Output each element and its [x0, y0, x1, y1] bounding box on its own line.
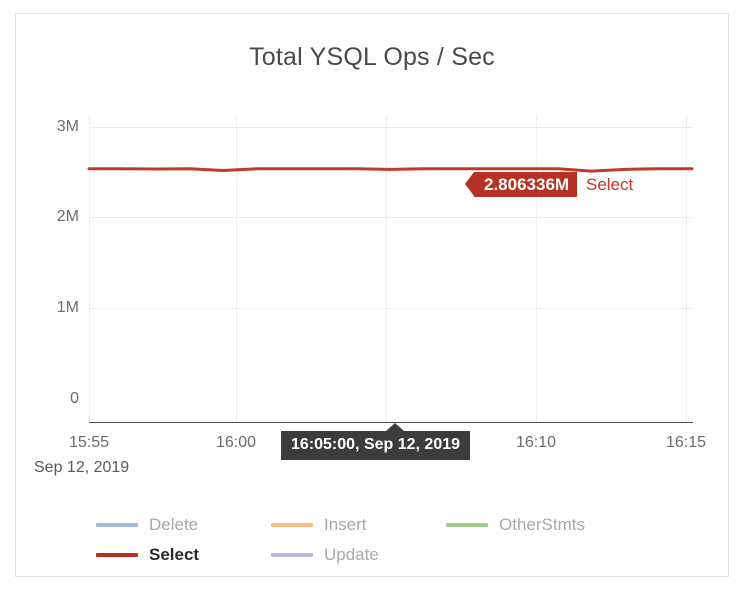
legend-swatch-insert [271, 523, 313, 527]
x-tick-1615: 16:15 [665, 434, 707, 451]
legend-label-select: Select [149, 545, 200, 564]
value-callout-select: 2.806336M [464, 172, 578, 197]
legend-swatch-otherstmts [446, 523, 488, 527]
plot-area: 2.806336M Select [87, 115, 694, 423]
y-axis-labels: 3M 2M 1M 0 [16, 115, 79, 423]
legend-swatch-select [96, 553, 138, 557]
gridline-horizontal-2m [89, 217, 692, 218]
legend-label-otherstmts: OtherStmts [499, 515, 585, 534]
cursor-tooltip: 16:05:00, Sep 12, 2019 [281, 423, 471, 460]
legend-item-delete[interactable]: Delete [96, 510, 271, 540]
gridline-vertical-1605 [386, 115, 387, 423]
value-callout-text: 2.806336M [484, 174, 570, 194]
legend-row-1: Delete Insert OtherStmts [96, 510, 656, 540]
legend-swatch-update [271, 553, 313, 557]
legend-item-insert[interactable]: Insert [271, 510, 446, 540]
series-select-line [87, 167, 694, 173]
gridline-vertical-1615 [686, 115, 687, 423]
legend-label-delete: Delete [149, 515, 199, 534]
chart-card: Total YSQL Ops / Sec 3M 2M 1M 0 2.806336… [15, 13, 729, 577]
legend-item-update[interactable]: Update [271, 540, 446, 570]
y-tick-2m: 2M [56, 208, 79, 225]
y-tick-1m: 1M [56, 299, 79, 316]
x-axis-date-label: Sep 12, 2019 [34, 459, 130, 476]
legend-label-insert: Insert [324, 515, 367, 534]
x-axis-line [89, 422, 693, 423]
chart-title: Total YSQL Ops / Sec [249, 43, 495, 71]
gridline-horizontal-3m [89, 127, 692, 128]
legend-item-otherstmts[interactable]: OtherStmts [446, 510, 621, 540]
x-tick-1610: 16:10 [515, 434, 557, 451]
gridline-vertical-1610 [536, 115, 537, 423]
y-tick-3m: 3M [56, 118, 79, 135]
x-tick-1600: 16:00 [215, 434, 257, 451]
gridline-horizontal-1m [89, 308, 692, 309]
legend-label-update: Update [324, 545, 379, 564]
legend-swatch-delete [96, 523, 138, 527]
series-label-select: Select [586, 175, 634, 194]
legend: Delete Insert OtherStmts Select Update [96, 510, 656, 570]
legend-item-select[interactable]: Select [96, 540, 271, 570]
gridline-vertical-1600 [236, 115, 237, 423]
y-tick-0: 0 [70, 390, 79, 407]
x-tick-1555: 15:55 [68, 434, 110, 451]
legend-row-2: Select Update [96, 540, 656, 570]
gridline-vertical-1555 [89, 115, 90, 423]
